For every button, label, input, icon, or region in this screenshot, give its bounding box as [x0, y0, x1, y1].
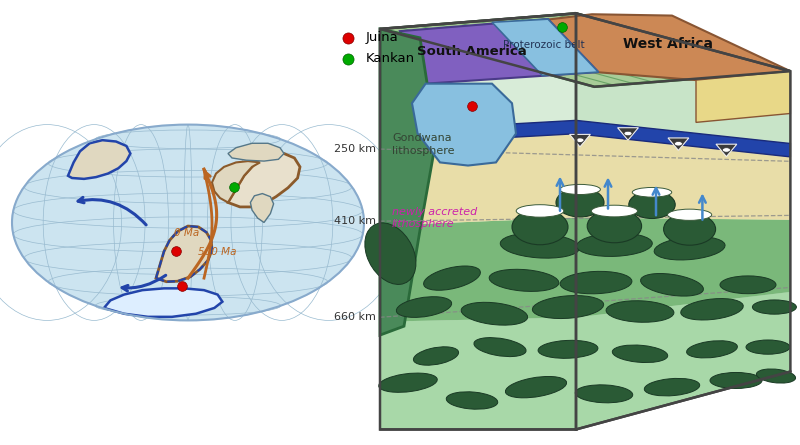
Circle shape — [576, 138, 584, 142]
Ellipse shape — [720, 276, 776, 294]
Text: South America: South America — [417, 44, 527, 58]
Ellipse shape — [664, 213, 716, 245]
Polygon shape — [380, 29, 436, 335]
Ellipse shape — [378, 373, 438, 392]
Ellipse shape — [489, 269, 559, 291]
Ellipse shape — [474, 338, 526, 356]
Ellipse shape — [686, 341, 738, 358]
Ellipse shape — [560, 271, 632, 294]
Polygon shape — [668, 138, 689, 150]
Ellipse shape — [667, 209, 712, 220]
Ellipse shape — [591, 205, 638, 217]
Ellipse shape — [612, 345, 668, 363]
Ellipse shape — [461, 302, 528, 325]
Polygon shape — [380, 13, 576, 429]
Ellipse shape — [644, 378, 700, 396]
Circle shape — [12, 125, 364, 320]
Ellipse shape — [654, 237, 725, 260]
Ellipse shape — [516, 205, 564, 217]
Polygon shape — [576, 134, 790, 220]
Circle shape — [722, 148, 730, 152]
Ellipse shape — [365, 223, 416, 284]
Ellipse shape — [757, 369, 795, 383]
Ellipse shape — [681, 299, 743, 320]
Text: 0 Ma: 0 Ma — [174, 228, 200, 238]
Ellipse shape — [632, 187, 672, 197]
Polygon shape — [380, 13, 790, 87]
Ellipse shape — [532, 295, 604, 319]
Polygon shape — [570, 134, 590, 147]
Polygon shape — [104, 288, 222, 317]
Ellipse shape — [500, 233, 580, 258]
Ellipse shape — [423, 266, 481, 290]
Text: Juina: Juina — [366, 31, 398, 44]
Polygon shape — [618, 128, 638, 140]
Text: 250 km: 250 km — [334, 144, 376, 154]
Text: 500 Ma: 500 Ma — [198, 247, 237, 256]
Polygon shape — [400, 31, 426, 140]
Ellipse shape — [556, 188, 604, 217]
Polygon shape — [68, 140, 130, 179]
Polygon shape — [380, 13, 790, 87]
Ellipse shape — [577, 233, 652, 256]
Circle shape — [624, 131, 632, 136]
Polygon shape — [576, 13, 790, 429]
Polygon shape — [228, 154, 300, 207]
Polygon shape — [380, 317, 576, 429]
Ellipse shape — [560, 184, 601, 194]
Polygon shape — [380, 134, 576, 226]
Ellipse shape — [512, 209, 568, 245]
Text: Kankan: Kankan — [366, 52, 414, 65]
Polygon shape — [412, 84, 516, 166]
Polygon shape — [228, 143, 284, 161]
Ellipse shape — [506, 376, 566, 398]
Polygon shape — [250, 194, 274, 222]
Ellipse shape — [587, 209, 642, 243]
Ellipse shape — [606, 301, 674, 322]
Polygon shape — [716, 144, 737, 157]
Ellipse shape — [575, 385, 633, 403]
Ellipse shape — [629, 191, 675, 218]
Polygon shape — [492, 19, 598, 76]
Text: 410 km: 410 km — [334, 216, 376, 226]
Polygon shape — [212, 161, 260, 202]
Ellipse shape — [752, 300, 796, 314]
Text: newly accreted
lithosphere: newly accreted lithosphere — [392, 207, 478, 229]
Polygon shape — [400, 19, 598, 84]
Polygon shape — [156, 226, 212, 282]
Ellipse shape — [746, 340, 790, 354]
Ellipse shape — [538, 340, 598, 358]
Text: Proterozoic belt: Proterozoic belt — [503, 40, 585, 50]
Circle shape — [674, 142, 682, 146]
Polygon shape — [576, 218, 790, 317]
Polygon shape — [576, 120, 790, 157]
Ellipse shape — [446, 392, 498, 409]
Text: West Africa: West Africa — [623, 37, 713, 52]
Ellipse shape — [641, 274, 703, 296]
Ellipse shape — [396, 297, 452, 317]
Polygon shape — [576, 292, 790, 429]
Polygon shape — [544, 14, 790, 80]
Ellipse shape — [710, 372, 762, 388]
Text: Gondwana
lithosphere: Gondwana lithosphere — [392, 134, 454, 156]
Polygon shape — [696, 71, 790, 122]
Polygon shape — [380, 120, 576, 145]
Text: 660 km: 660 km — [334, 312, 376, 322]
Polygon shape — [380, 218, 576, 322]
Ellipse shape — [414, 347, 458, 365]
